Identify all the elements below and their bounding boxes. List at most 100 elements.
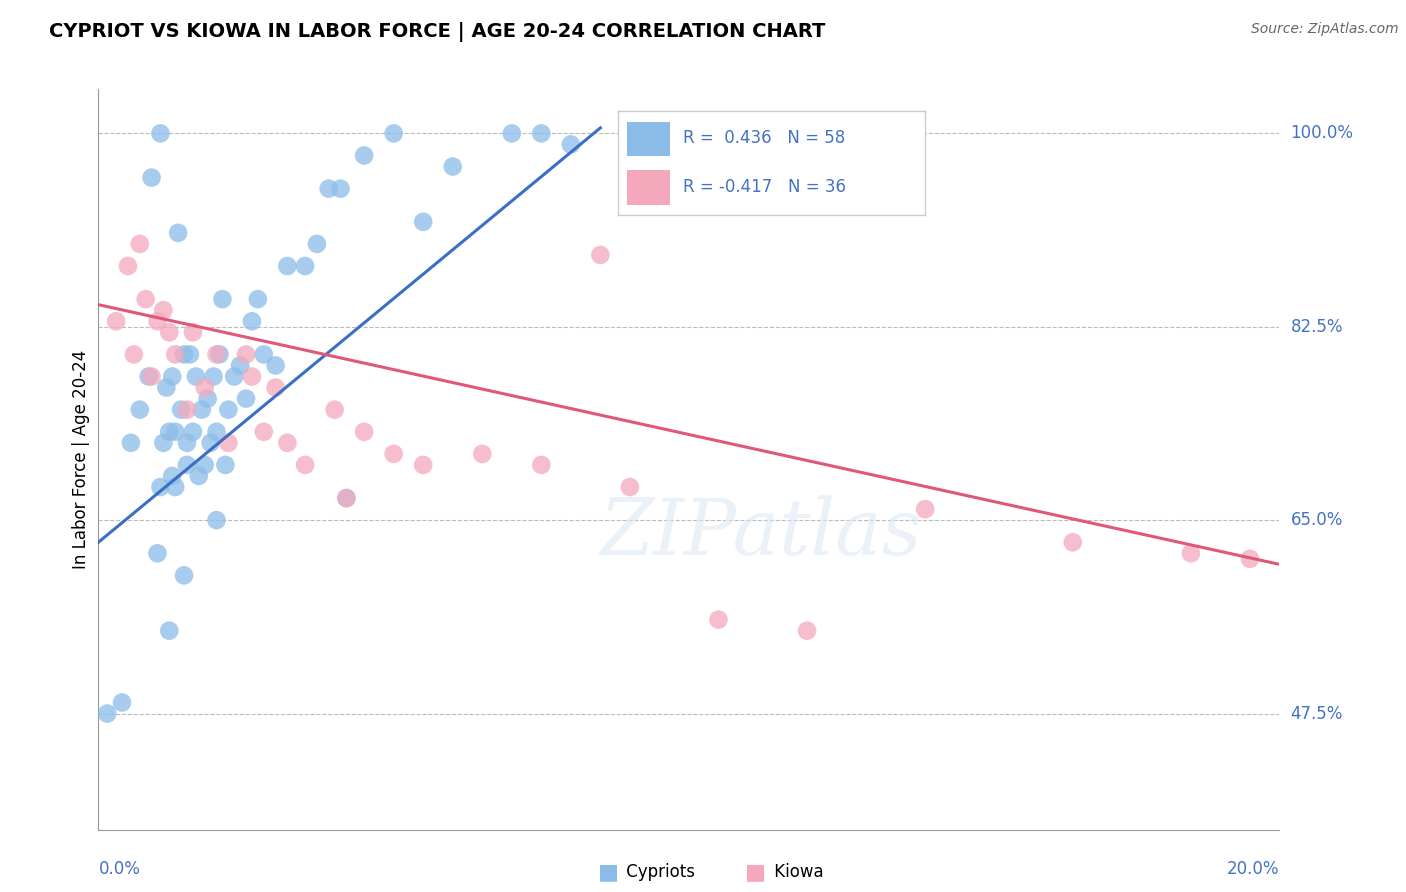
Point: [235, 392, 257, 406]
Point: [197, 392, 219, 406]
Point: [796, 624, 818, 638]
Point: [217, 402, 239, 417]
Point: [214, 458, 236, 472]
Point: [382, 447, 405, 461]
Point: [205, 347, 228, 361]
Point: [560, 137, 582, 152]
Point: [224, 369, 246, 384]
Text: ■: ■: [598, 863, 619, 882]
Point: [157, 326, 180, 340]
Point: [235, 347, 257, 361]
Point: [157, 624, 180, 638]
Text: Cypriots: Cypriots: [621, 863, 696, 881]
Point: [1239, 551, 1261, 566]
Point: [240, 369, 263, 384]
Point: [122, 347, 145, 361]
Point: [329, 181, 352, 195]
Point: [120, 435, 142, 450]
Point: [179, 347, 201, 361]
Point: [202, 369, 225, 384]
Point: [194, 458, 217, 472]
Point: [138, 369, 160, 384]
Point: [111, 696, 134, 710]
Point: [276, 435, 298, 450]
Text: Source: ZipAtlas.com: Source: ZipAtlas.com: [1251, 22, 1399, 37]
Point: [294, 259, 316, 273]
Point: [162, 469, 183, 483]
Point: [173, 347, 195, 361]
Point: [149, 127, 172, 141]
Point: [165, 425, 187, 439]
Point: [914, 502, 936, 516]
Point: [181, 425, 204, 439]
Point: [353, 148, 375, 162]
Point: [173, 568, 195, 582]
Point: [1062, 535, 1084, 549]
Text: 65.0%: 65.0%: [1291, 511, 1343, 529]
Text: 47.5%: 47.5%: [1291, 705, 1343, 723]
Point: [146, 546, 169, 560]
Point: [707, 613, 730, 627]
Point: [246, 292, 269, 306]
Point: [191, 402, 214, 417]
Point: [240, 314, 263, 328]
Point: [200, 435, 222, 450]
Point: [152, 435, 174, 450]
Point: [318, 181, 340, 195]
Point: [141, 369, 163, 384]
Point: [530, 458, 553, 472]
Point: [152, 303, 174, 318]
Text: 20.0%: 20.0%: [1227, 860, 1279, 878]
Point: [264, 359, 287, 373]
Point: [211, 292, 233, 306]
Point: [162, 369, 183, 384]
Point: [184, 369, 207, 384]
Point: [146, 314, 169, 328]
Text: ■: ■: [745, 863, 766, 882]
Point: [229, 359, 252, 373]
Point: [323, 402, 346, 417]
Point: [501, 127, 523, 141]
Point: [335, 491, 357, 505]
Text: ZIPatlas: ZIPatlas: [599, 495, 921, 572]
Point: [471, 447, 494, 461]
Point: [176, 402, 198, 417]
Point: [155, 380, 177, 394]
Point: [117, 259, 139, 273]
Point: [1180, 546, 1202, 560]
Point: [305, 236, 328, 251]
Point: [264, 380, 287, 394]
Point: [335, 491, 357, 505]
Point: [170, 402, 193, 417]
Point: [165, 347, 187, 361]
Point: [105, 314, 128, 328]
Point: [276, 259, 298, 273]
Text: 100.0%: 100.0%: [1291, 124, 1354, 143]
Point: [181, 326, 204, 340]
Point: [530, 127, 553, 141]
Point: [194, 380, 217, 394]
Point: [208, 347, 231, 361]
Point: [176, 435, 198, 450]
Point: [589, 248, 612, 262]
Point: [128, 402, 150, 417]
Point: [382, 127, 405, 141]
Text: 82.5%: 82.5%: [1291, 318, 1343, 335]
Point: [167, 226, 190, 240]
Point: [176, 458, 198, 472]
Point: [157, 425, 180, 439]
Point: [412, 458, 434, 472]
Point: [294, 458, 316, 472]
Point: [205, 425, 228, 439]
Point: [253, 347, 276, 361]
Point: [353, 425, 375, 439]
Point: [141, 170, 163, 185]
Point: [253, 425, 276, 439]
Point: [412, 215, 434, 229]
Point: [217, 435, 239, 450]
Point: [96, 706, 118, 721]
Text: CYPRIOT VS KIOWA IN LABOR FORCE | AGE 20-24 CORRELATION CHART: CYPRIOT VS KIOWA IN LABOR FORCE | AGE 20…: [49, 22, 825, 42]
Point: [619, 480, 641, 494]
Point: [128, 236, 150, 251]
Point: [149, 480, 172, 494]
